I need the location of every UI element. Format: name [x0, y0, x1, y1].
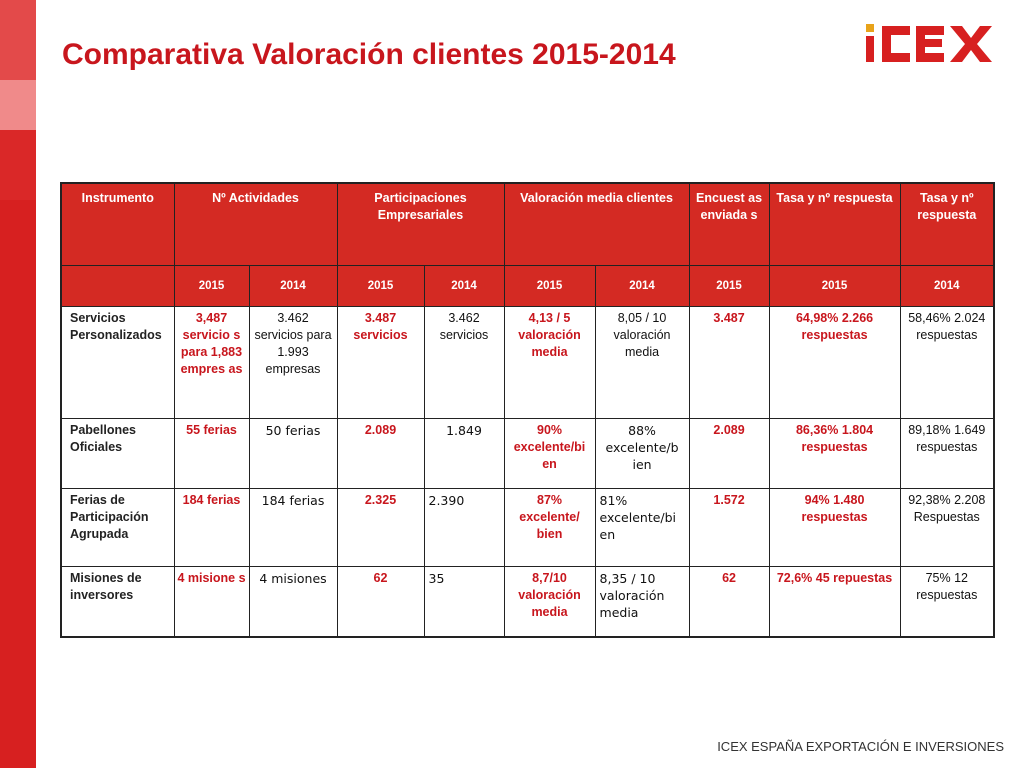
accent-bar-segment — [0, 0, 36, 80]
cell-tasa-2014: 92,38% 2.208 Respuestas — [899, 488, 995, 567]
cell-enc-2015: 1.572 — [688, 488, 770, 567]
cell-val-2015: 87% excelente/ bien — [503, 488, 596, 567]
cell-act-2014: 184 ferias — [248, 488, 338, 567]
cell-val-2015: 4,13 / 5 valoración media — [503, 306, 596, 419]
table-row: Servicios Personalizados 3,487 servicio … — [60, 306, 995, 419]
cell-tasa-2014: 75% 12 respuestas — [899, 566, 995, 637]
cell-val-2014: 8,05 / 10 valoración media — [594, 306, 690, 419]
cell-act-2014: 3.462 servicios para 1.993 empresas — [248, 306, 338, 419]
cell-act-2015: 3,487 servicio s para 1,883 empres as — [173, 306, 250, 419]
cell-act-2014: 50 ferias — [248, 418, 338, 489]
cell-tasa-2015: 94% 1.480 respuestas — [768, 488, 901, 567]
table-row: Ferias de Participación Agrupada 184 fer… — [60, 488, 995, 567]
accent-bar-segment — [0, 130, 36, 200]
cell-enc-2015: 2.089 — [688, 418, 770, 489]
cell-act-2015: 4 misione s — [173, 566, 250, 637]
year-header: 2015 — [503, 265, 596, 307]
cell-act-2015: 55 ferias — [173, 418, 250, 489]
cell-tasa-2015: 64,98% 2.266 respuestas — [768, 306, 901, 419]
cell-tasa-2015: 86,36% 1.804 respuestas — [768, 418, 901, 489]
column-header: Valoración media clientes — [503, 182, 690, 266]
row-label: Pabellones Oficiales — [60, 418, 175, 489]
cell-part-2015: 2.089 — [336, 418, 425, 489]
year-header: 2015 — [336, 265, 425, 307]
cell-val-2014: 88% excelente/b ien — [594, 418, 690, 489]
cell-val-2014: 8,35 / 10 valoración media — [594, 566, 690, 637]
accent-bar-segment — [0, 80, 36, 130]
year-header-empty — [60, 265, 175, 307]
cell-act-2014: 4 misiones — [248, 566, 338, 637]
cell-part-2015: 3.487 servicios — [336, 306, 425, 419]
comparison-table: Instrumento Nº Actividades Participacion… — [60, 182, 996, 638]
left-accent-bar — [0, 0, 36, 768]
cell-part-2015: 2.325 — [336, 488, 425, 567]
cell-part-2015: 62 — [336, 566, 425, 637]
cell-val-2015: 8,7/10 valoración media — [503, 566, 596, 637]
year-header: 2014 — [423, 265, 505, 307]
icex-logo — [866, 24, 992, 62]
footer-text: ICEX ESPAÑA EXPORTACIÓN E INVERSIONES — [717, 739, 1004, 754]
column-header: Encuest as enviada s — [688, 182, 770, 266]
year-header: 2014 — [248, 265, 338, 307]
row-label: Misiones de inversores — [60, 566, 175, 637]
cell-enc-2015: 3.487 — [688, 306, 770, 419]
table-year-row: 2015 2014 2015 2014 2015 2014 2015 2015 … — [60, 265, 995, 307]
cell-act-2015: 184 ferias — [173, 488, 250, 567]
row-label: Ferias de Participación Agrupada — [60, 488, 175, 567]
column-header: Nº Actividades — [173, 182, 338, 266]
cell-part-2014: 35 — [423, 566, 505, 637]
cell-part-2014: 2.390 — [423, 488, 505, 567]
table-row: Pabellones Oficiales 55 ferias 50 ferias… — [60, 418, 995, 489]
cell-tasa-2014: 58,46% 2.024 respuestas — [899, 306, 995, 419]
table-header-row: Instrumento Nº Actividades Participacion… — [60, 182, 995, 266]
cell-enc-2015: 62 — [688, 566, 770, 637]
cell-part-2014: 1.849 — [423, 418, 505, 489]
column-header: Tasa y nº respuesta — [768, 182, 901, 266]
slide-title: Comparativa Valoración clientes 2015-201… — [62, 38, 676, 71]
cell-part-2014: 3.462 servicios — [423, 306, 505, 419]
cell-val-2015: 90% excelente/bi en — [503, 418, 596, 489]
row-label: Servicios Personalizados — [60, 306, 175, 419]
cell-val-2014: 81% excelente/bi en — [594, 488, 690, 567]
year-header: 2015 — [688, 265, 770, 307]
year-header: 2014 — [594, 265, 690, 307]
column-header: Tasa y nº respuesta — [899, 182, 995, 266]
table-row: Misiones de inversores 4 misione s 4 mis… — [60, 566, 995, 637]
cell-tasa-2014: 89,18% 1.649 respuestas — [899, 418, 995, 489]
year-header: 2014 — [899, 265, 995, 307]
year-header: 2015 — [173, 265, 250, 307]
column-header: Participaciones Empresariales — [336, 182, 505, 266]
cell-tasa-2015: 72,6% 45 repuestas — [768, 566, 901, 637]
column-header: Instrumento — [60, 182, 175, 266]
year-header: 2015 — [768, 265, 901, 307]
